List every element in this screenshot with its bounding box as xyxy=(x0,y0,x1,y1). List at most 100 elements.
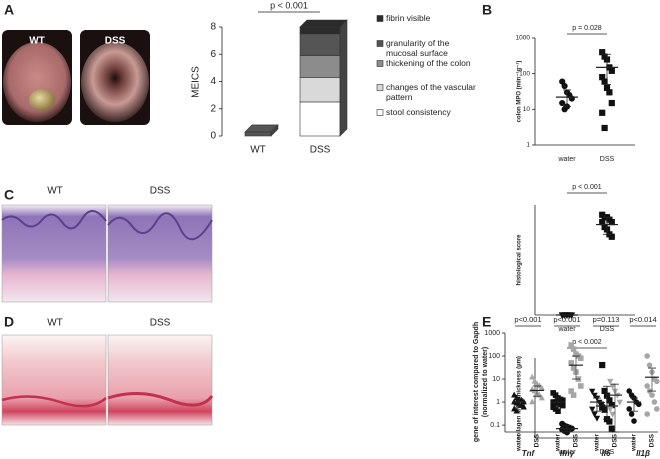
image-label: WT xyxy=(47,186,63,197)
data-point xyxy=(601,406,608,413)
data-point xyxy=(570,346,577,352)
y-tick-label: 8 xyxy=(210,22,216,33)
legend-swatch xyxy=(376,40,384,47)
data-point xyxy=(538,394,545,401)
panel-label: D xyxy=(4,314,14,330)
group-label: Ifnγ xyxy=(560,449,575,458)
data-point xyxy=(511,405,518,412)
data-point xyxy=(649,392,655,398)
data-point xyxy=(654,406,660,412)
data-point xyxy=(608,219,615,226)
histology-image xyxy=(107,334,213,426)
data-point xyxy=(609,383,616,390)
image-label: DSS xyxy=(150,318,171,329)
data-point xyxy=(616,399,623,406)
data-point xyxy=(570,392,577,398)
y-tick-label: 4 xyxy=(210,76,216,87)
annotation: p<0.001 xyxy=(514,315,541,324)
data-point xyxy=(593,415,601,422)
x-tick-label: water xyxy=(557,326,576,333)
panel-label: C xyxy=(4,187,14,203)
y-tick-label: 6 xyxy=(210,49,216,60)
histology-image xyxy=(1,204,107,303)
stool xyxy=(29,89,55,111)
bar-top xyxy=(299,19,348,28)
data-point xyxy=(513,407,520,414)
bar-side xyxy=(270,124,279,137)
data-point xyxy=(531,377,538,384)
y-tick-label: 0.1 xyxy=(490,422,500,429)
bar-segment xyxy=(299,33,341,56)
data-point xyxy=(601,124,608,132)
data-point xyxy=(559,99,566,107)
x-tick-label: water xyxy=(555,434,562,452)
data-point xyxy=(529,373,536,380)
y-tick-label: 1 xyxy=(496,399,500,406)
y-tick-label: 1 xyxy=(526,142,530,149)
x-tick-label: DSS xyxy=(600,326,615,333)
data-point xyxy=(607,406,614,413)
y-axis-label: MEICS xyxy=(191,66,202,98)
bar-segment xyxy=(244,131,272,137)
annotation: p=0.113 xyxy=(593,315,620,324)
x-tick-label: water xyxy=(631,434,638,452)
x-tick-label: WT xyxy=(250,145,266,156)
data-point xyxy=(644,353,651,359)
legend-label: granularity of the mucosal surface xyxy=(386,38,450,58)
data-point xyxy=(646,362,653,368)
x-tick-label: DSS xyxy=(649,433,656,447)
data-point xyxy=(608,233,615,240)
data-point xyxy=(608,99,615,107)
data-point xyxy=(578,355,584,362)
data-point xyxy=(599,109,606,116)
data-point xyxy=(561,82,568,90)
data-point xyxy=(628,411,635,417)
data-point xyxy=(589,406,596,413)
annotation: p = 0.028 xyxy=(572,25,601,32)
y-tick-label: 1000 xyxy=(484,330,500,337)
histology-image xyxy=(107,204,213,303)
data-point xyxy=(608,425,615,432)
data-point xyxy=(591,411,598,418)
x-tick-label: water xyxy=(557,449,576,456)
endoscopy-image xyxy=(81,42,149,122)
x-tick-label: DSS xyxy=(612,433,619,447)
data-point xyxy=(608,67,615,74)
group-label: Il6 xyxy=(602,449,611,458)
legend-label: stool consistency xyxy=(386,107,451,117)
x-tick-label: water xyxy=(557,156,576,163)
data-point xyxy=(644,383,651,389)
bar-side xyxy=(339,19,348,137)
legend-label: changes of the vascular pattern xyxy=(386,82,476,102)
data-point xyxy=(606,418,613,425)
panel-label: B xyxy=(482,2,492,18)
tissue-edge xyxy=(1,210,107,230)
legend-swatch xyxy=(376,15,384,22)
bar-segment xyxy=(299,77,341,103)
y-tick-label: 0 xyxy=(210,131,216,142)
data-point xyxy=(644,411,651,417)
group-label: Tnf xyxy=(522,449,536,458)
data-point xyxy=(599,361,606,369)
image-label: WT xyxy=(29,36,45,47)
panel-label: A xyxy=(4,2,14,18)
panel-label: E xyxy=(482,314,491,330)
annotation: p < 0.001 xyxy=(572,184,601,191)
y-axis-label: colon MPO (min⁻¹g⁻¹) xyxy=(516,61,523,123)
annotation: p < 0.002 xyxy=(572,339,601,346)
image-label: DSS xyxy=(150,186,171,197)
y-axis-label: gene of interest compared to Gapdh xyxy=(473,322,480,442)
bar-segment xyxy=(299,101,341,137)
data-point xyxy=(654,378,660,385)
data-point xyxy=(568,360,575,366)
tissue-edge xyxy=(107,212,213,241)
data-point xyxy=(601,78,608,85)
data-point xyxy=(606,89,613,96)
data-point xyxy=(555,408,561,415)
y-tick-label: 2 xyxy=(210,103,216,114)
y-tick-label: 1000 xyxy=(516,35,531,42)
data-point xyxy=(560,402,566,409)
x-tick-label: water xyxy=(516,434,523,452)
